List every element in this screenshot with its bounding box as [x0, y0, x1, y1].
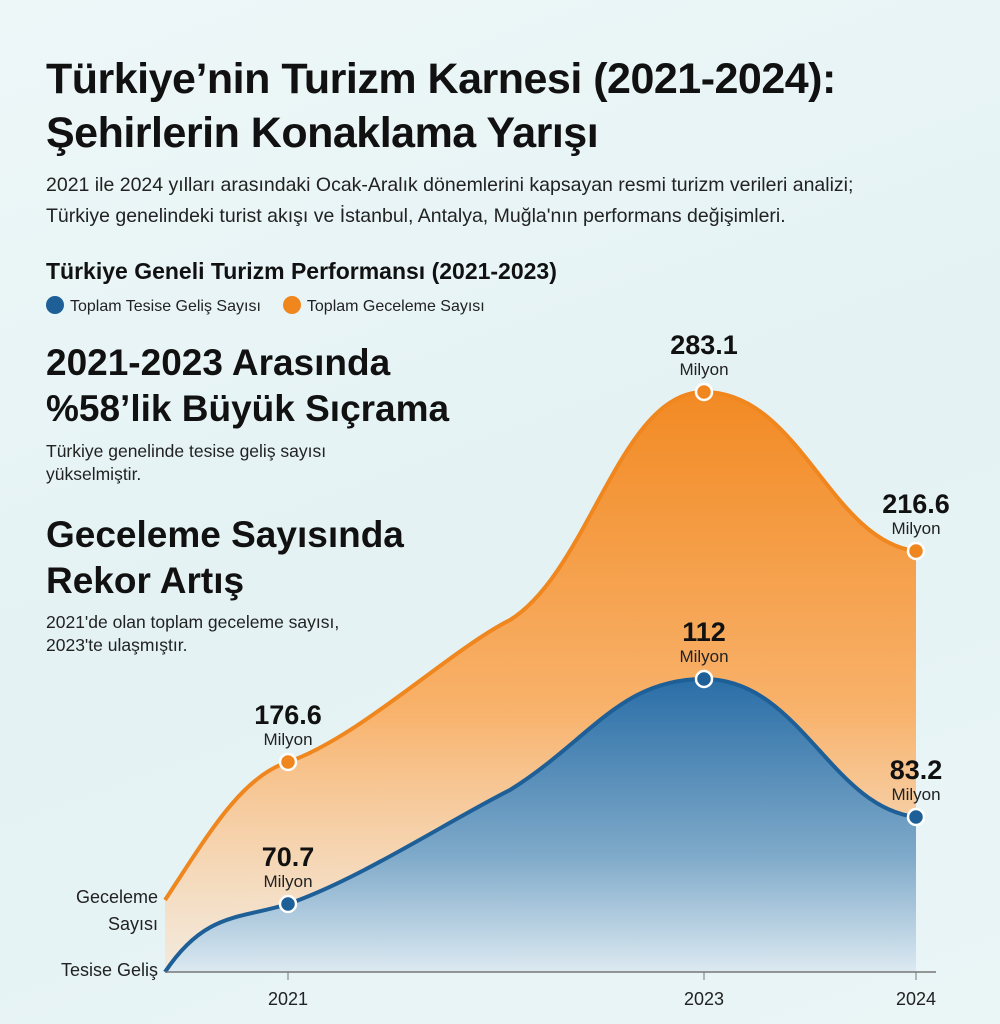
hl2-desc1: 2021'de olan toplam geceleme sayısı,: [46, 612, 340, 632]
tesise-gelis-area: [165, 679, 916, 972]
highlight-2-title: Geceleme Sayısında Rekor Artış: [46, 512, 404, 604]
page-title: Türkiye’nin Turizm Karnesi (2021-2024): Ş…: [46, 52, 836, 160]
legend-label: Toplam Geceleme Sayısı: [306, 298, 485, 315]
hl2-line1: Geceleme Sayısında: [46, 514, 404, 555]
y-label-tesise-gelis: Tesise Geliş: [61, 960, 158, 980]
subtitle: 2021 ile 2024 yılları arasındaki Ocak-Ar…: [46, 170, 976, 232]
hl1-line1: 2021-2023 Arasında: [46, 342, 391, 383]
subtitle-line-1: 2021 ile 2024 yılları arasındaki Ocak-Ar…: [46, 174, 854, 196]
highlight-1-desc: Türkiye genelinde tesise geliş sayısı yük…: [46, 440, 326, 486]
data-label: 112: [682, 617, 726, 647]
data-point: [906, 541, 926, 561]
legend-dot-blue-icon: [46, 296, 64, 314]
subtitle-line-2: Türkiye genelindeki turist akışı ve İsta…: [46, 205, 786, 227]
x-tick-label: 2024: [896, 989, 936, 1009]
data-unit-label: Milyon: [891, 519, 940, 538]
x-tick-label: 2023: [684, 989, 724, 1009]
data-label: 283.1: [670, 330, 738, 360]
tesise-gelis-line: [163, 676, 917, 974]
data-unit-label: Milyon: [263, 872, 312, 891]
geceleme-line: [163, 389, 917, 902]
data-label: 83.2: [890, 755, 943, 785]
legend-item-geceleme: Toplam Geceleme Sayısı: [282, 296, 485, 316]
hl1-line2: %58’lik Büyük Sıçrama: [46, 388, 450, 429]
data-point: [906, 807, 926, 827]
title-line-1: Türkiye’nin Turizm Karnesi (2021-2024):: [46, 55, 836, 103]
chart-title: Türkiye Geneli Turizm Performansı (2021-…: [46, 258, 557, 284]
legend-item-tesise-gelis: Toplam Tesise Geliş Sayısı: [46, 296, 261, 316]
highlight-1-title: 2021-2023 Arasında %58’lik Büyük Sıçrama: [46, 340, 449, 432]
data-point: [694, 382, 714, 402]
data-point: [278, 894, 298, 914]
data-point: [278, 752, 298, 772]
y-label-geceleme-2: Sayısı: [108, 914, 158, 934]
data-label: 176.6: [254, 700, 322, 730]
data-unit-label: Milyon: [679, 360, 728, 379]
hl2-desc2: 2023'te ulaşmıştır.: [46, 635, 188, 655]
legend: Toplam Tesise Geliş Sayısı Toplam Gecele…: [46, 296, 485, 316]
data-unit-label: Milyon: [891, 785, 940, 804]
hl1-desc2: yükselmiştir.: [46, 464, 142, 484]
highlight-2-desc: 2021'de olan toplam geceleme sayısı, 2023…: [46, 611, 339, 657]
y-label-geceleme-1: Geceleme: [76, 887, 158, 907]
hl2-line2: Rekor Artış: [46, 560, 245, 601]
data-unit-label: Milyon: [679, 647, 728, 666]
data-unit-label: Milyon: [263, 730, 312, 749]
legend-dot-orange-icon: [282, 296, 301, 314]
data-point: [694, 669, 714, 689]
hl1-desc1: Türkiye genelinde tesise geliş sayısı: [46, 441, 327, 461]
data-label: 216.6: [882, 489, 950, 519]
legend-label: Toplam Tesise Geliş Sayısı: [70, 298, 261, 315]
data-label: 70.7: [262, 842, 315, 872]
x-tick-label: 2021: [268, 989, 308, 1009]
title-line-2: Şehirlerin Konaklama Yarışı: [46, 109, 599, 157]
